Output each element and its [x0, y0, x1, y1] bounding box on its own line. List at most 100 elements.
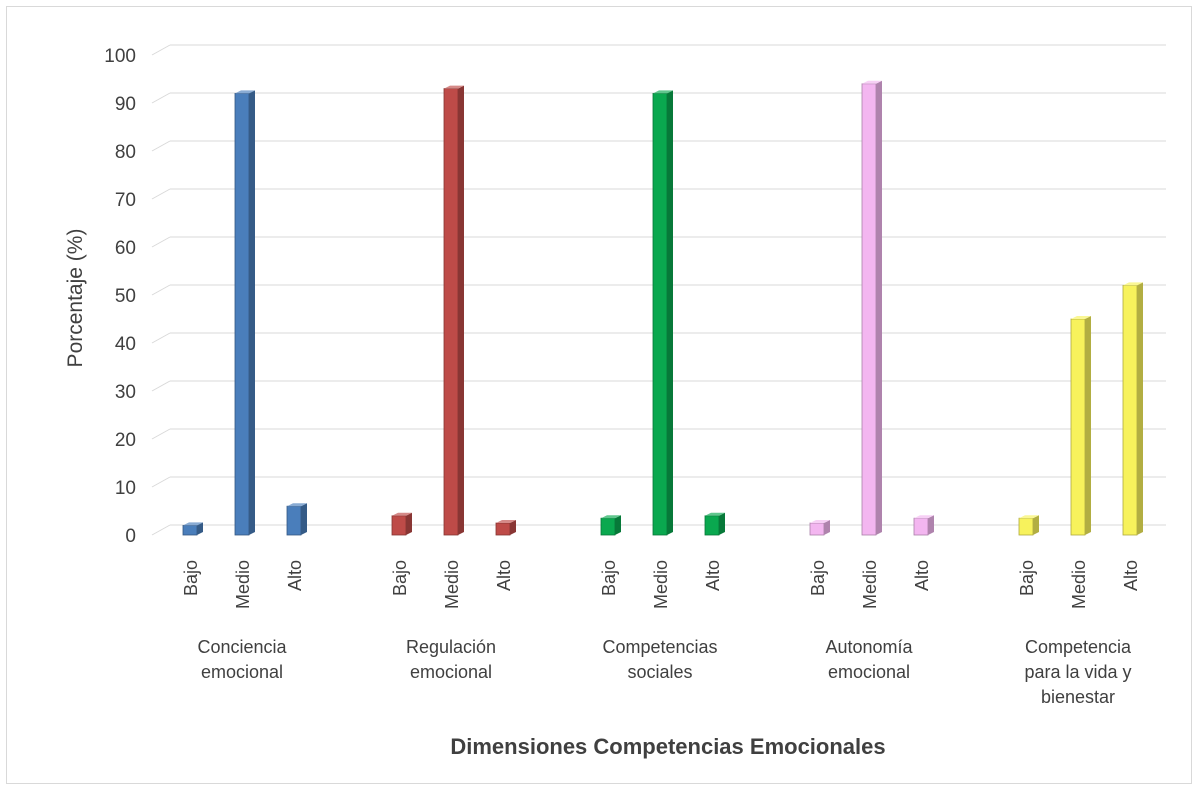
bar-top [810, 520, 830, 523]
bar-side [876, 80, 882, 536]
gridline-depth [151, 332, 171, 344]
bar [1018, 515, 1039, 536]
bar [443, 85, 464, 536]
x-level-label: Medio [860, 560, 880, 609]
gridline-depth [151, 188, 171, 200]
bar [1070, 316, 1091, 536]
y-tick-label: 90 [115, 94, 136, 115]
bar-side [510, 520, 516, 535]
bar-top [914, 515, 934, 519]
bar-front [1122, 284, 1138, 536]
bar-side [301, 503, 307, 535]
gridline-depth [151, 92, 171, 104]
y-tick-label: 0 [125, 526, 136, 547]
bar-top [235, 90, 255, 94]
bar-top [287, 503, 307, 507]
x-level-label: Alto [285, 560, 305, 591]
gridline-depth [151, 236, 171, 248]
bar-top [444, 85, 464, 89]
y-tick-label: 70 [115, 190, 136, 211]
x-level-label: Medio [1069, 560, 1089, 609]
x-group-label-line: para la vida y [1024, 662, 1131, 682]
x-level-label: Bajo [808, 560, 828, 596]
x-level-label: Bajo [599, 560, 619, 596]
x-level-label: Alto [912, 560, 932, 591]
bar-side [406, 512, 412, 535]
gridline-depth [151, 428, 171, 440]
bar-front [391, 515, 407, 536]
bar-side [458, 85, 464, 535]
x-group-label-line: Regulación [406, 637, 496, 657]
x-level-label: Medio [233, 560, 253, 609]
y-tick-label: 30 [115, 382, 136, 403]
y-tick-label: 40 [115, 334, 136, 355]
bar [391, 512, 412, 536]
gridline-depth [151, 44, 171, 56]
bar [652, 90, 673, 536]
x-group-label-line: Autonomía [825, 637, 913, 657]
bar-side [928, 515, 934, 535]
bar-front [652, 93, 668, 536]
bar-side [824, 520, 830, 535]
bar-side [1085, 316, 1091, 535]
bar-front [1070, 318, 1086, 536]
bar-top [653, 90, 673, 94]
x-level-label: Alto [494, 560, 514, 591]
y-tick-label: 50 [115, 286, 136, 307]
x-group-label: Regulación emocional [406, 637, 496, 682]
bar-group [391, 85, 516, 536]
x-level-label: Alto [1121, 560, 1141, 591]
y-axis-title: Porcentaje (%) [64, 229, 87, 368]
gridline-depth [151, 380, 171, 392]
bar-front [861, 83, 877, 536]
x-group-label-line: emocional [828, 662, 910, 682]
x-group-label-line: Conciencia [197, 637, 287, 657]
x-axis-title: Dimensiones Competencias Emocionales [450, 734, 885, 759]
bar-group [1018, 282, 1143, 536]
bar [809, 520, 830, 536]
x-level-label: Bajo [1017, 560, 1037, 596]
x-axis-level-labels: Bajo Medio Alto Bajo Medio Alto Bajo Medio Alto B… [181, 560, 1141, 609]
bar-side [1137, 282, 1143, 535]
bar [182, 522, 203, 536]
bar-front [443, 88, 459, 536]
bar-top [705, 512, 725, 516]
bar-front [495, 522, 511, 536]
bar-front [182, 525, 198, 536]
bar-top [1123, 282, 1143, 286]
y-tick-label: 20 [115, 430, 136, 451]
bar-front [1018, 517, 1034, 536]
x-group-label: Competencias sociales [602, 637, 717, 682]
chart-frame [6, 6, 1192, 784]
y-axis-ticks: 0 10 20 30 40 50 60 70 80 90 100 [104, 46, 136, 547]
x-group-label-line: Competencia [1025, 637, 1132, 657]
bar-top [601, 515, 621, 519]
bar-side [249, 90, 255, 536]
y-tick-label: 80 [115, 142, 136, 163]
bar [913, 515, 934, 536]
x-level-label: Bajo [181, 560, 201, 596]
y-tick-label: 10 [115, 478, 136, 499]
bar [286, 503, 307, 536]
y-tick-label: 60 [115, 238, 136, 259]
gridline-depth [151, 284, 171, 296]
bar-side [1033, 515, 1039, 535]
bar-side [197, 522, 203, 535]
x-level-label: Alto [703, 560, 723, 591]
bar-group [809, 80, 934, 536]
x-level-label: Medio [442, 560, 462, 609]
bar-group [600, 90, 725, 536]
x-group-label-line: Competencias [602, 637, 717, 657]
bar-top [1071, 316, 1091, 319]
bar [1122, 282, 1143, 536]
bar-side [667, 90, 673, 536]
x-group-label-line: emocional [201, 662, 283, 682]
bar-front [913, 517, 929, 536]
bar [600, 515, 621, 536]
gridline-depth [151, 140, 171, 152]
bar-front [600, 517, 616, 536]
bar [495, 520, 516, 536]
bar-top [1019, 515, 1039, 519]
